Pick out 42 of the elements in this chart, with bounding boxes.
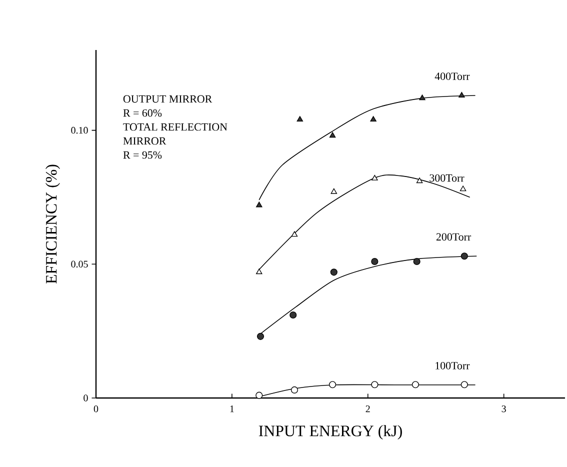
point <box>370 116 376 122</box>
y-tick-label: 0.05 <box>71 260 88 268</box>
annotation: R = 95% <box>123 151 162 159</box>
annotation: TOTAL REFLECTION <box>123 123 228 131</box>
series-label: 100Torr <box>436 362 470 370</box>
point <box>371 258 378 266</box>
y-tick-label: 0.10 <box>71 126 88 134</box>
point <box>329 132 336 138</box>
point <box>372 174 378 180</box>
point <box>329 381 336 388</box>
point <box>419 94 426 100</box>
point <box>290 386 298 394</box>
x-axis-title: INPUT ENERGY (kJ) <box>258 425 402 440</box>
point <box>460 252 468 260</box>
x-tick-label: 3 <box>502 406 506 412</box>
annotation: MIRROR <box>123 137 166 145</box>
x-tick-label: 2 <box>366 406 370 412</box>
series-label: 400Torr <box>434 72 470 80</box>
point <box>256 392 263 399</box>
point <box>371 381 378 388</box>
series-label: 200Torr <box>436 233 472 241</box>
annotation: R = 60% <box>123 109 162 117</box>
point <box>458 92 465 98</box>
point <box>330 268 338 276</box>
y-axis-title: EFFICIENCY (%) <box>46 164 60 284</box>
point <box>256 268 262 274</box>
series-label: 300Torr <box>430 174 464 182</box>
point <box>412 381 420 388</box>
x-tick-label: 1 <box>230 406 234 412</box>
point <box>296 116 304 122</box>
x-tick-label: 0 <box>94 406 98 412</box>
point <box>256 202 262 208</box>
point <box>290 311 297 319</box>
point <box>460 186 466 192</box>
y-tick-label: 0 <box>84 394 88 402</box>
point <box>330 188 338 194</box>
annotation: OUTPUT MIRROR <box>123 95 212 103</box>
point <box>416 178 423 184</box>
point <box>256 332 264 340</box>
point <box>413 258 420 266</box>
point <box>291 231 298 237</box>
point <box>460 381 468 388</box>
